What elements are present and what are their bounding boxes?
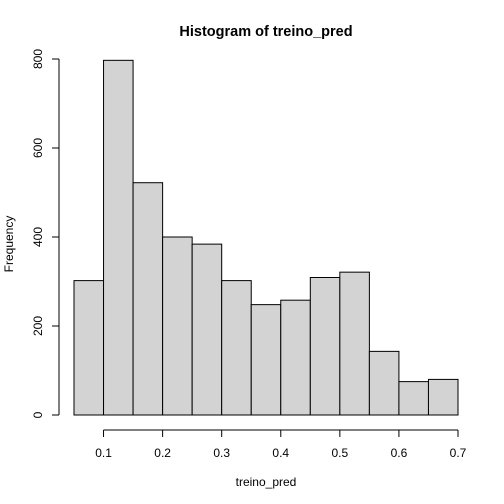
y-axis-label: Frequency xyxy=(2,216,16,273)
histogram-bars xyxy=(73,59,459,416)
x-tick-label: 0.1 xyxy=(95,446,112,460)
x-axis: 0.1 0.2 0.3 0.4 0.5 0.6 0.7 xyxy=(95,429,467,460)
y-tick-label: 0 xyxy=(31,411,45,418)
histogram-bar xyxy=(398,381,429,416)
x-axis-label: treino_pred xyxy=(236,475,297,489)
x-tick-label: 0.2 xyxy=(154,446,171,460)
y-tick-label: 200 xyxy=(31,316,45,336)
histogram-bar xyxy=(191,243,223,416)
histogram-bar xyxy=(280,299,311,416)
x-tick-label: 0.7 xyxy=(450,446,467,460)
y-axis: 0 200 400 600 800 xyxy=(31,49,60,418)
x-tick-label: 0.5 xyxy=(332,446,349,460)
y-tick-label: 800 xyxy=(31,49,45,69)
chart-title: Histogram of treino_pred xyxy=(179,24,352,40)
x-tick-label: 0.3 xyxy=(213,446,230,460)
x-tick-label: 0.6 xyxy=(391,446,408,460)
y-tick-label: 400 xyxy=(31,227,45,247)
histogram-bar xyxy=(427,378,459,416)
histogram-bar xyxy=(309,276,341,416)
histogram-bar xyxy=(368,350,400,416)
histogram-bar xyxy=(162,236,193,416)
histogram-bar xyxy=(132,182,164,416)
histogram-bar xyxy=(73,280,105,416)
histogram-bar xyxy=(103,59,134,416)
histogram-bar xyxy=(221,280,252,416)
x-tick-label: 0.4 xyxy=(272,446,289,460)
histogram-bar xyxy=(339,271,370,416)
histogram-bar xyxy=(250,304,282,416)
y-tick-label: 600 xyxy=(31,138,45,158)
